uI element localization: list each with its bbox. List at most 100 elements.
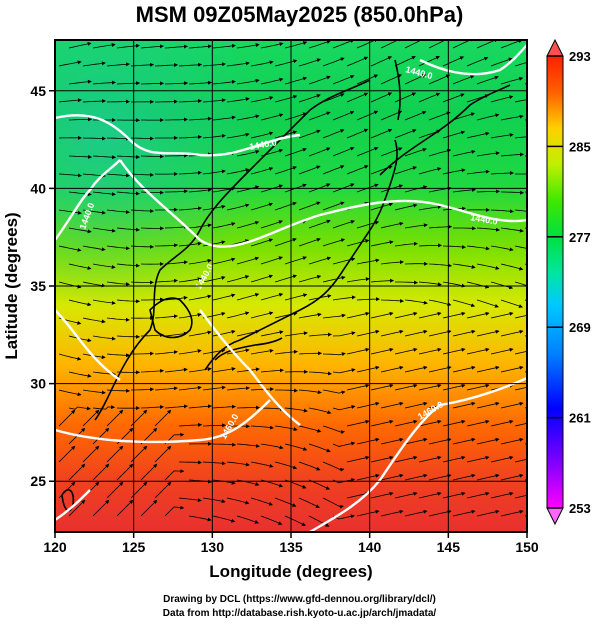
streamline bbox=[178, 277, 202, 283]
streamline bbox=[226, 61, 250, 67]
streamline bbox=[130, 172, 155, 177]
streamline bbox=[164, 505, 185, 517]
colorbar-body bbox=[546, 55, 564, 509]
streamline bbox=[404, 40, 426, 49]
streamline bbox=[452, 149, 476, 157]
streamline bbox=[452, 437, 476, 445]
streamline bbox=[154, 409, 172, 427]
streamline bbox=[236, 443, 260, 448]
streamline bbox=[332, 75, 355, 85]
streamline bbox=[236, 43, 260, 49]
streamline bbox=[274, 166, 297, 175]
streamline bbox=[394, 92, 417, 103]
streamline bbox=[92, 155, 117, 160]
streamline bbox=[308, 443, 331, 453]
streamline bbox=[322, 389, 346, 395]
streamline bbox=[212, 293, 236, 301]
streamline bbox=[332, 220, 355, 229]
streamline bbox=[250, 348, 274, 355]
streamline bbox=[274, 95, 298, 103]
streamline bbox=[452, 401, 476, 409]
streamline bbox=[500, 329, 524, 337]
streamline bbox=[500, 114, 524, 121]
streamline bbox=[370, 240, 394, 247]
colorbar-min-arrow bbox=[546, 507, 564, 526]
streamline bbox=[404, 365, 428, 373]
streamline bbox=[370, 455, 394, 463]
streamline bbox=[308, 515, 330, 527]
streamline bbox=[404, 473, 428, 481]
streamline bbox=[404, 401, 428, 409]
streamline bbox=[226, 168, 250, 175]
streamline bbox=[514, 61, 527, 67]
streamline bbox=[68, 406, 91, 411]
streamline bbox=[356, 146, 379, 157]
streamline bbox=[442, 491, 466, 499]
streamline bbox=[322, 461, 345, 472]
streamline bbox=[155, 99, 179, 104]
streamline bbox=[260, 292, 284, 301]
streamline bbox=[202, 385, 226, 391]
streamline bbox=[92, 499, 110, 517]
streamline bbox=[188, 330, 212, 337]
streamline bbox=[298, 312, 322, 319]
streamline bbox=[188, 404, 212, 409]
streamline bbox=[260, 443, 284, 450]
streamline bbox=[428, 299, 452, 307]
streamline bbox=[212, 404, 236, 409]
streamline bbox=[404, 185, 428, 193]
streamline bbox=[322, 425, 345, 435]
streamline bbox=[68, 463, 86, 481]
streamline bbox=[418, 281, 442, 287]
streamline bbox=[130, 62, 155, 67]
streamline bbox=[274, 461, 298, 470]
streamline bbox=[298, 425, 322, 433]
streamline bbox=[346, 56, 369, 67]
streamline bbox=[308, 219, 331, 229]
streamline bbox=[308, 256, 332, 265]
streamline bbox=[154, 314, 178, 319]
streamline bbox=[226, 461, 250, 467]
streamline bbox=[394, 241, 418, 247]
coastline bbox=[61, 59, 511, 512]
streamline bbox=[442, 130, 466, 139]
streamline bbox=[92, 227, 116, 233]
y-tick-label: 35 bbox=[30, 278, 46, 294]
streamline bbox=[442, 93, 465, 103]
streamline bbox=[452, 187, 476, 193]
streamline bbox=[370, 92, 393, 103]
streamline bbox=[154, 350, 178, 355]
y-tick-label: 30 bbox=[30, 376, 46, 392]
x-tick-label: 135 bbox=[279, 539, 303, 555]
streamline bbox=[298, 165, 321, 175]
streamline bbox=[394, 166, 417, 175]
streamline bbox=[380, 473, 404, 481]
streamline bbox=[274, 274, 298, 283]
streamline bbox=[466, 383, 490, 391]
streamline bbox=[356, 365, 380, 373]
streamline bbox=[284, 76, 308, 85]
colorbar-tick-label: 261 bbox=[569, 411, 591, 426]
streamline bbox=[116, 334, 141, 339]
streamline bbox=[92, 335, 116, 341]
streamline bbox=[92, 405, 116, 410]
streamline bbox=[418, 455, 442, 463]
x-tick-label: 130 bbox=[201, 539, 225, 555]
streamline bbox=[524, 407, 527, 409]
colorbar-max-arrow bbox=[546, 38, 564, 57]
streamline bbox=[188, 116, 212, 121]
streamline bbox=[212, 257, 236, 265]
streamline bbox=[380, 147, 403, 157]
streamline bbox=[140, 499, 158, 517]
streamline bbox=[92, 80, 116, 85]
streamline bbox=[442, 455, 466, 463]
streamline bbox=[476, 329, 500, 337]
streamline bbox=[236, 220, 260, 229]
streamline bbox=[418, 491, 442, 499]
streamline bbox=[284, 41, 308, 49]
streamline bbox=[466, 311, 490, 319]
streamline bbox=[514, 99, 527, 103]
streamline bbox=[82, 209, 106, 215]
streamline bbox=[524, 335, 527, 337]
streamline bbox=[250, 461, 274, 468]
